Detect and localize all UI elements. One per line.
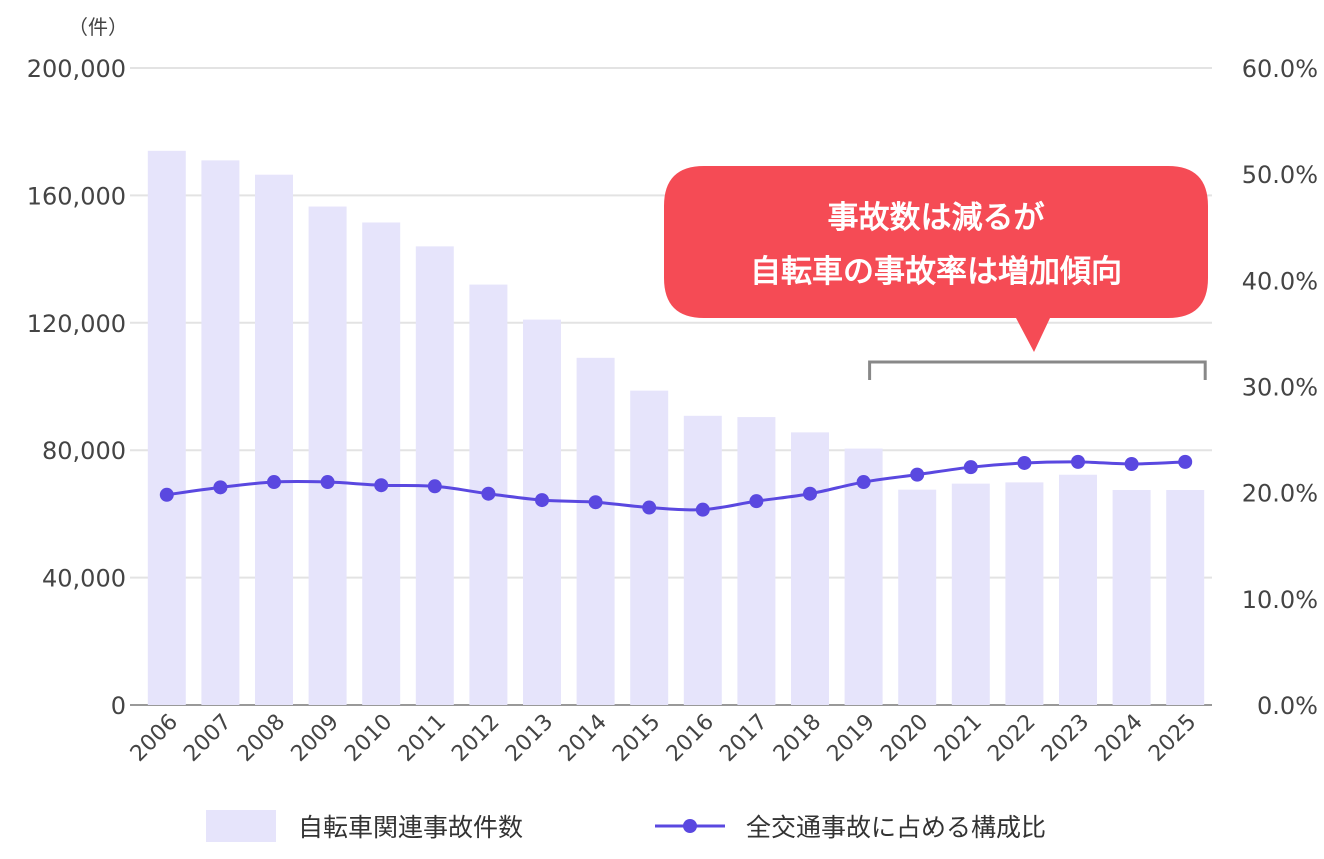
line-point: [588, 495, 603, 510]
y-right-tick-label: 40.0%: [1242, 267, 1318, 295]
bar: [255, 174, 293, 705]
line-point: [1071, 454, 1085, 469]
legend-swatch-marker: [683, 819, 697, 833]
line-point: [213, 480, 228, 495]
x-tick-label: 2020: [876, 710, 933, 767]
bar: [201, 160, 240, 706]
line-point: [856, 475, 871, 490]
line-point: [695, 502, 710, 517]
x-tick-label: 2013: [501, 710, 558, 767]
line-point: [910, 467, 925, 482]
bar: [951, 483, 990, 705]
bar-series: [147, 150, 1205, 706]
line-point: [267, 475, 281, 490]
legend-label-bars: 自転車関連事故件数: [298, 813, 523, 842]
line-point: [481, 486, 496, 501]
y-right-tick-label: 60.0%: [1242, 55, 1318, 83]
y-axis-left: 0 40,000 80,000 120,000 160,000 200,000: [27, 55, 126, 720]
bar: [737, 417, 776, 705]
x-tick-label: 2007: [179, 710, 236, 767]
x-tick-label: 2024: [1091, 710, 1148, 767]
x-tick-label: 2015: [608, 710, 665, 767]
x-tick-label: 2021: [930, 710, 987, 767]
legend-swatch-bars: [206, 810, 276, 842]
bar: [683, 415, 722, 705]
annotation-line-2: 自転車の事故率は増加傾向: [750, 254, 1122, 290]
line-point: [374, 478, 389, 493]
x-tick-label: 2022: [983, 710, 1040, 767]
y-axis-unit-label: （件）: [68, 15, 128, 39]
y-right-tick-label: 30.0%: [1242, 374, 1318, 402]
y-axis-right: 0.0% 10.0% 20.0% 30.0% 40.0% 50.0% 60.0%: [1242, 55, 1318, 720]
bar: [1005, 482, 1044, 705]
legend: 自転車関連事故件数 全交通事故に占める構成比: [206, 810, 1046, 842]
bar: [576, 357, 615, 705]
line-point: [803, 486, 817, 501]
annotation-callout: 事故数は減るが 自転車の事故率は増加傾向: [664, 166, 1208, 380]
line-point: [1017, 455, 1032, 470]
x-tick-label: 2016: [662, 710, 719, 767]
x-tick-label: 2006: [126, 710, 183, 767]
line-point: [749, 494, 764, 509]
x-tick-label: 2009: [287, 710, 344, 767]
bar: [1059, 474, 1097, 705]
bar: [362, 222, 401, 705]
y-left-tick-label: 40,000: [42, 565, 126, 593]
y-right-tick-label: 0.0%: [1257, 692, 1318, 720]
y-left-tick-label: 0: [111, 692, 126, 720]
bar: [147, 150, 186, 705]
x-tick-label: 2011: [394, 710, 451, 767]
y-right-tick-label: 10.0%: [1242, 586, 1318, 614]
bar: [523, 319, 561, 705]
bar: [415, 246, 454, 706]
x-tick-label: 2025: [1144, 710, 1201, 767]
bar: [791, 432, 829, 705]
x-tick-label: 2023: [1037, 710, 1094, 767]
x-tick-label: 2018: [769, 710, 826, 767]
x-tick-label: 2014: [555, 710, 612, 767]
x-axis: 2006200720082009201020112012201320142015…: [126, 710, 1202, 767]
x-tick-label: 2017: [715, 710, 772, 767]
line-point: [320, 475, 335, 490]
y-left-tick-label: 120,000: [27, 310, 126, 338]
y-left-tick-label: 80,000: [42, 437, 126, 465]
y-right-tick-label: 20.0%: [1242, 480, 1318, 508]
line-point: [159, 487, 174, 502]
annotation-bubble: [664, 166, 1208, 352]
line-point: [642, 500, 657, 515]
line-point: [1178, 454, 1193, 469]
x-tick-label: 2012: [447, 710, 504, 767]
bar: [1166, 490, 1205, 705]
annotation-line-1: 事故数は減るが: [828, 200, 1045, 236]
bar: [630, 390, 669, 705]
line-point: [427, 479, 442, 494]
bar: [898, 489, 937, 705]
line-point: [1124, 457, 1139, 472]
bar: [308, 206, 347, 706]
line-point: [963, 460, 978, 475]
y-right-tick-label: 50.0%: [1242, 161, 1318, 189]
y-left-tick-label: 200,000: [27, 55, 126, 83]
annotation-bracket: [868, 360, 1207, 380]
bar: [844, 448, 883, 705]
legend-label-line: 全交通事故に占める構成比: [746, 813, 1046, 842]
x-tick-label: 2010: [340, 710, 397, 767]
x-tick-label: 2019: [823, 710, 880, 767]
y-left-tick-label: 160,000: [27, 182, 126, 210]
line-point: [535, 493, 549, 508]
x-tick-label: 2008: [233, 710, 290, 767]
bar: [1112, 490, 1151, 705]
line-series: [159, 454, 1193, 517]
